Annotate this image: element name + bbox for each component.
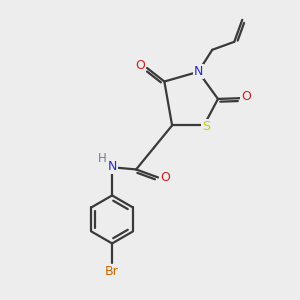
Text: O: O — [160, 171, 170, 184]
Text: S: S — [202, 120, 210, 133]
Text: H: H — [98, 152, 106, 165]
Text: O: O — [135, 59, 145, 73]
Text: N: N — [194, 65, 203, 78]
Text: N: N — [107, 160, 117, 173]
Text: O: O — [241, 90, 251, 103]
Text: Br: Br — [105, 265, 119, 278]
